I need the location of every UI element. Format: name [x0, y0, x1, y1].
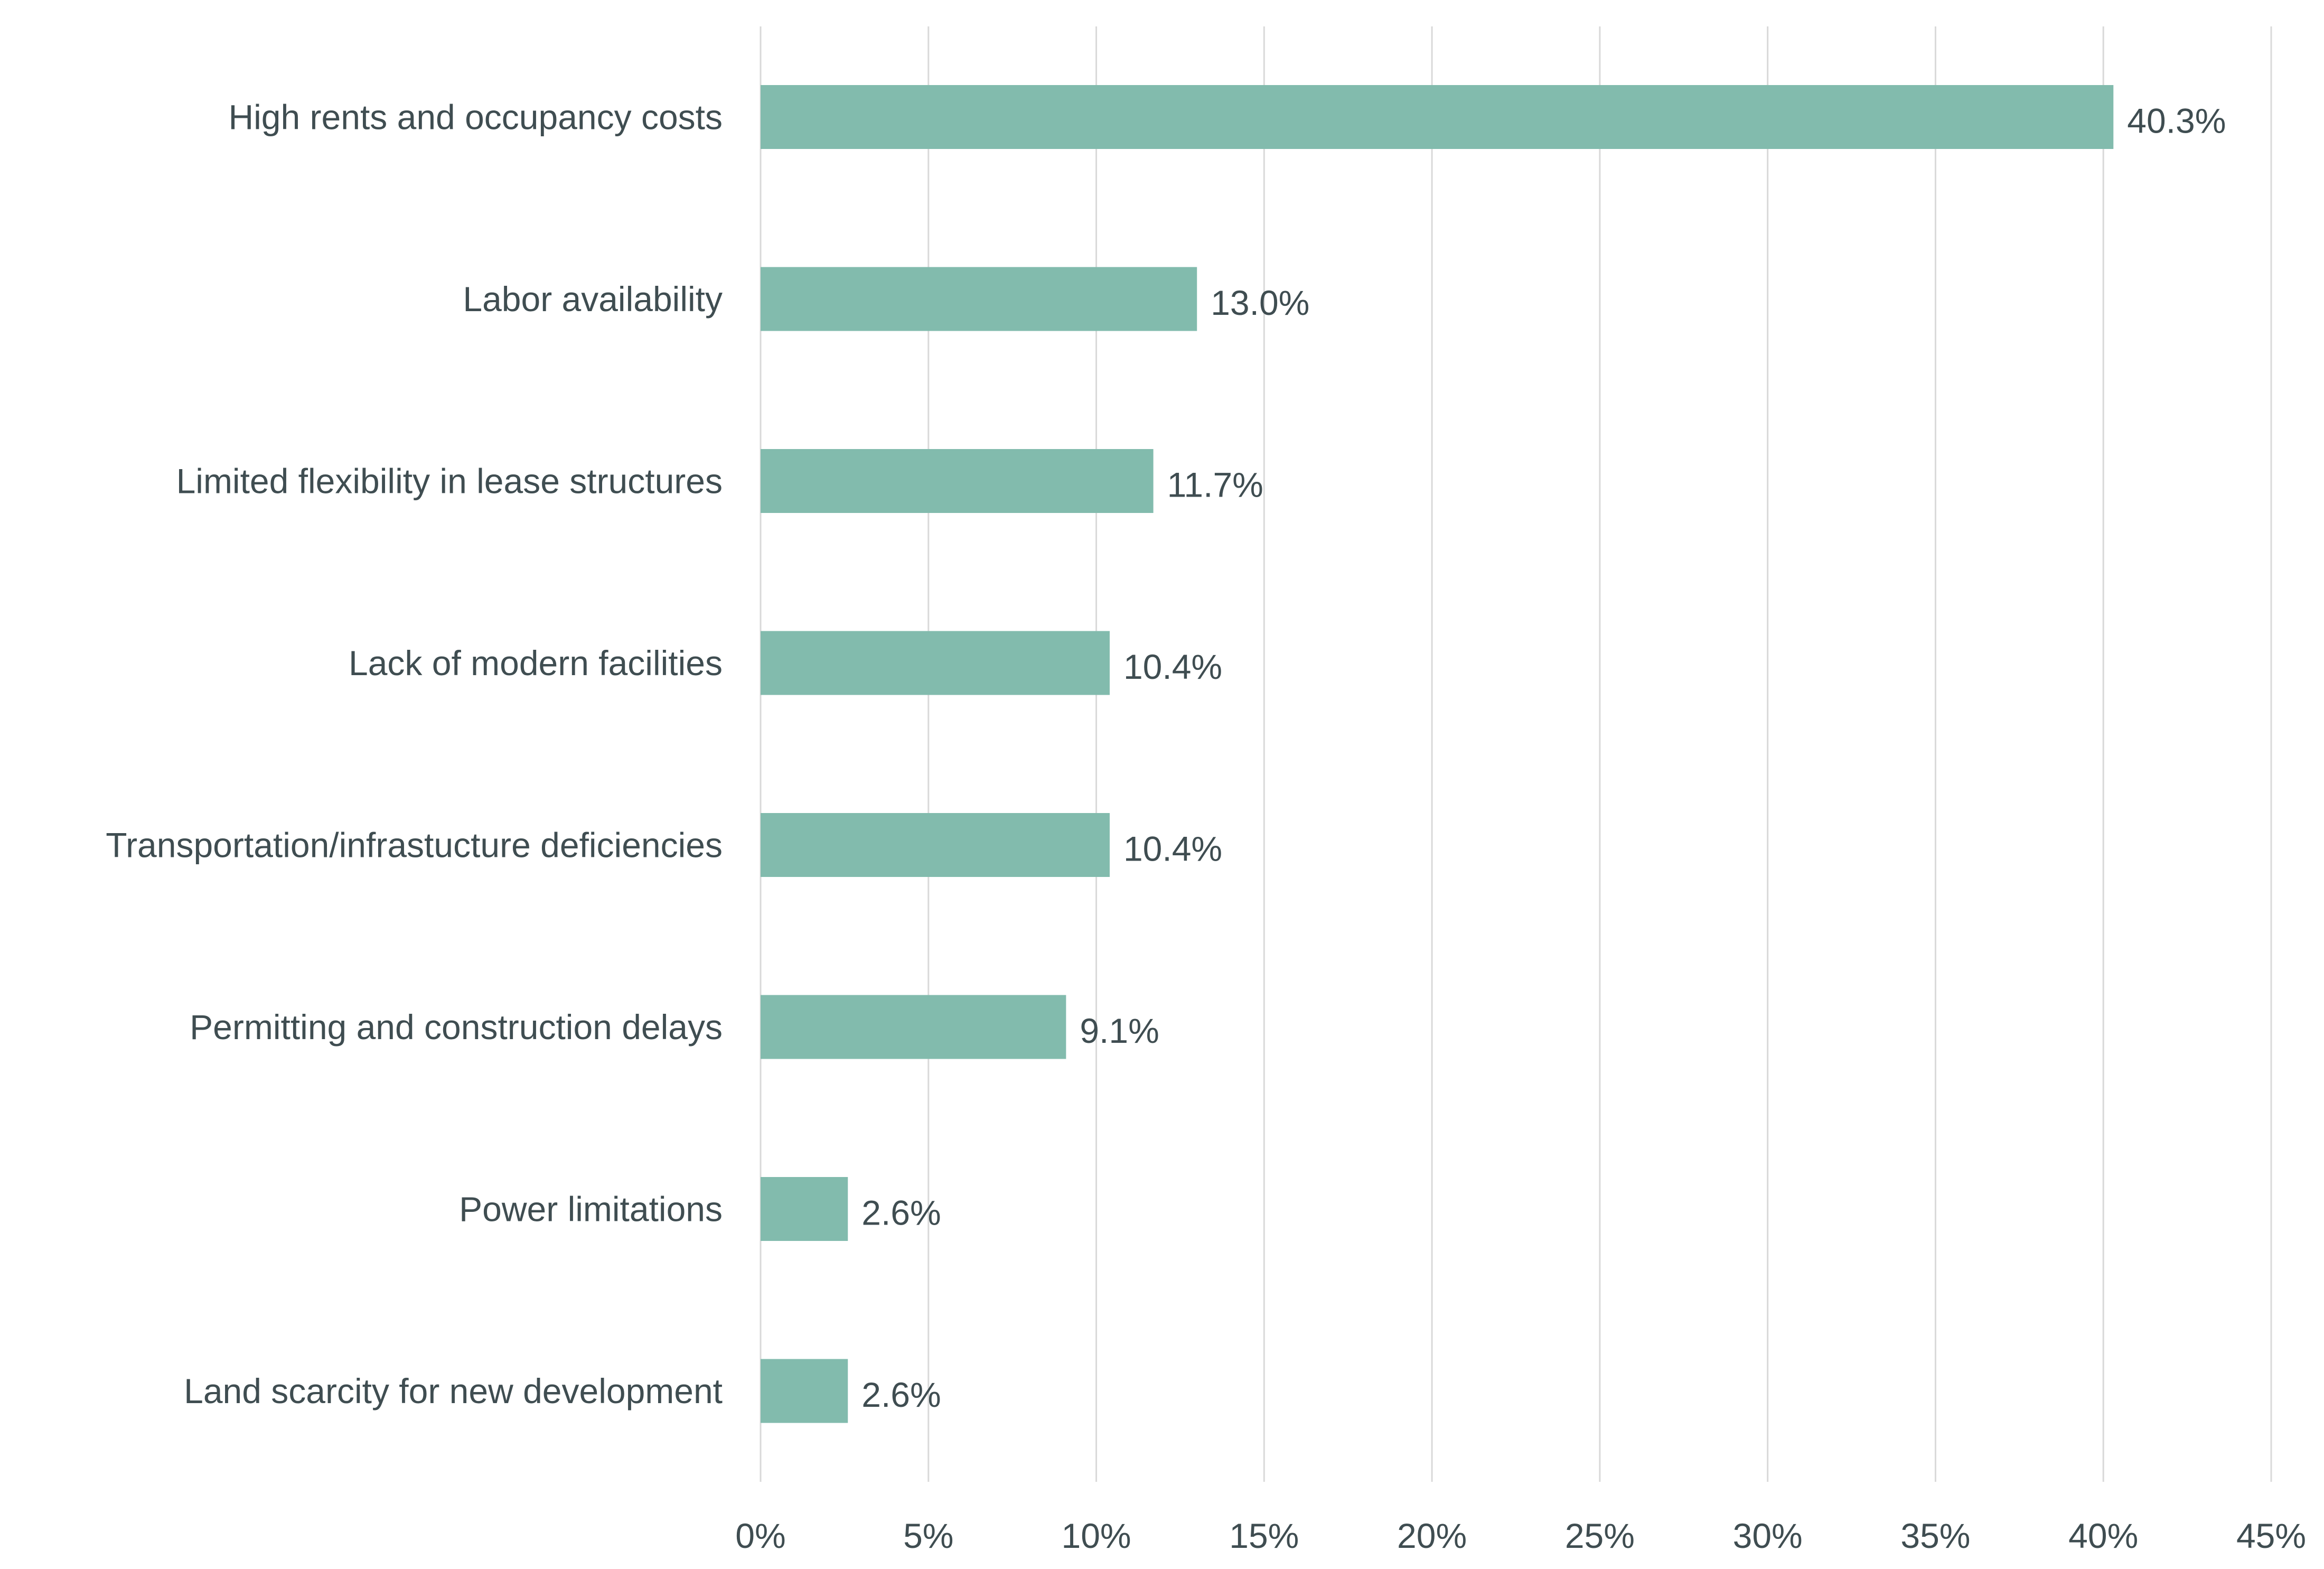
bar: [761, 995, 1066, 1059]
bar: [761, 267, 1197, 331]
value-labels: 40.3% 13.0% 11.7% 10.4% 10.4% 9.1% 2.6% 2.6%: [861, 101, 2226, 1415]
category-label: Labor availability: [463, 279, 723, 319]
category-label: Power limitations: [459, 1190, 723, 1229]
bar: [761, 1177, 848, 1241]
x-tick-label: 20%: [1397, 1516, 1467, 1555]
data-label: 13.0%: [1211, 283, 1309, 322]
x-tick-label: 10%: [1062, 1516, 1131, 1555]
category-labels: High rents and occupancy costs Labor avai…: [106, 98, 723, 1411]
x-tick-label: 15%: [1229, 1516, 1299, 1555]
x-tick-label: 0%: [735, 1516, 785, 1555]
bar: [761, 449, 1154, 513]
x-tick-label: 40%: [2068, 1516, 2138, 1555]
bar: [761, 1359, 848, 1423]
x-tick-label: 35%: [1900, 1516, 1970, 1555]
x-tick-label: 5%: [903, 1516, 953, 1555]
category-label: High rents and occupancy costs: [228, 98, 723, 137]
bars: [761, 85, 2114, 1423]
category-label: Permitting and construction delays: [190, 1007, 723, 1047]
x-tick-label: 30%: [1733, 1516, 1803, 1555]
category-label: Land scarcity for new development: [184, 1371, 723, 1411]
bar: [761, 813, 1110, 877]
data-label: 2.6%: [861, 1193, 941, 1232]
bar: [761, 85, 2114, 149]
data-label: 2.6%: [861, 1375, 941, 1414]
bar: [761, 631, 1110, 695]
category-label: Lack of modern facilities: [349, 643, 723, 683]
x-tick-labels: 0% 5% 10% 15% 20% 25% 30% 35% 40% 45%: [735, 1516, 2306, 1555]
category-label: Limited flexibility in lease structures: [176, 462, 723, 501]
category-label: Transportation/infrastucture deficiencie…: [106, 826, 723, 865]
data-label: 10.4%: [1123, 647, 1222, 686]
data-label: 11.7%: [1167, 465, 1263, 505]
data-label: 10.4%: [1123, 829, 1222, 868]
data-label: 9.1%: [1080, 1011, 1159, 1050]
gridlines: [760, 26, 2272, 1482]
x-tick-label: 45%: [2236, 1516, 2306, 1555]
data-label: 40.3%: [2127, 101, 2226, 141]
x-tick-label: 25%: [1565, 1516, 1635, 1555]
